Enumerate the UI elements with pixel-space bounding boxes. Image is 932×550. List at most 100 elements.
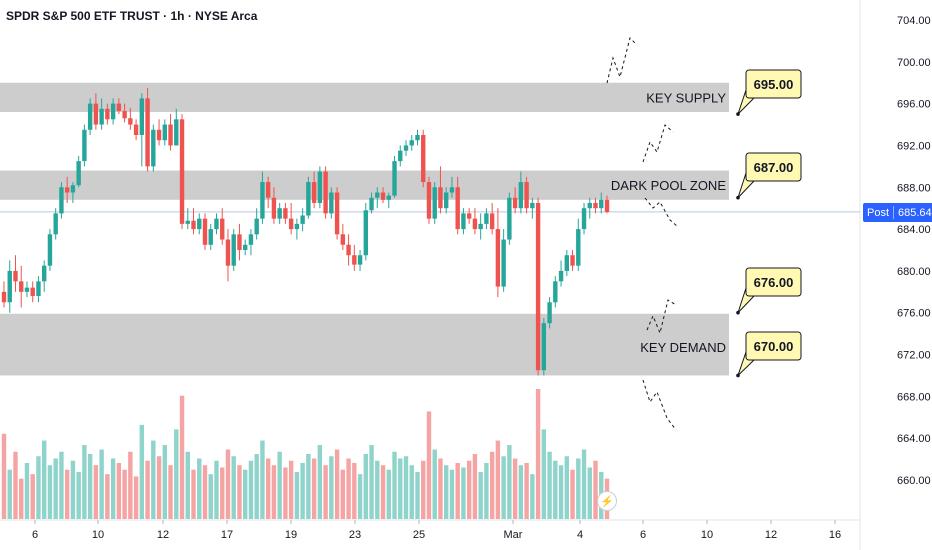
zone-label-1: DARK POOL ZONE [611,178,726,193]
volume-bar [426,411,432,519]
candle [530,202,535,209]
candle [220,218,225,240]
candle [42,265,47,282]
zone-2 [0,313,729,376]
callout-anchor [736,195,740,200]
candle [76,161,81,186]
x-tick-label: 17 [221,529,233,541]
x-tick-label: 10 [701,529,713,541]
y-tick-label: 696.00 [897,99,931,111]
y-tick-label: 704.00 [897,15,931,27]
volume-bar [507,445,512,519]
candle [168,124,173,146]
candle [30,287,35,296]
candle [432,187,437,219]
volume-bar [116,462,122,519]
volume-bar [70,460,76,519]
candle [524,182,529,209]
lightning-icon[interactable]: ⚡ [597,491,617,511]
candle [311,182,317,203]
candle [421,135,426,183]
volume-bar [340,469,346,519]
candle [110,103,116,120]
volume-bar [1,433,7,519]
volume-bar [202,465,208,519]
volume-bar [139,424,145,519]
volume-bar [558,465,564,519]
volume-bar [512,458,518,519]
candle [535,202,541,371]
volume-bar [334,449,340,519]
candle [426,182,432,219]
volume-bar [128,451,133,519]
candle [306,182,311,216]
page-title: SPDR S&P 500 ETF TRUST · 1h · NYSE Arca [6,9,258,23]
candle [518,182,524,209]
candle [593,202,598,209]
candle [87,103,93,130]
callout-box [745,331,802,361]
candle [300,215,305,224]
volume-bar [581,449,587,519]
candle [449,187,455,193]
volume-bar [461,467,466,519]
x-tick-label: 25 [413,529,425,541]
candle [53,213,58,235]
volume-bar [133,476,139,519]
y-tick-label: 688.00 [897,182,931,194]
candle [151,129,156,167]
y-tick-label: 664.00 [897,433,931,445]
volume-bar [82,445,87,519]
candle [403,145,409,151]
volume-bar [110,458,116,519]
callout-box [745,152,802,182]
callout-anchor [736,373,740,378]
volume-bar [87,454,93,519]
candle [47,234,53,266]
volume-bar [185,451,190,519]
volume-bar [294,471,300,519]
candle [13,270,18,282]
candle [122,110,127,119]
candle [466,213,472,219]
supply-projection [606,37,638,84]
volume-bar [300,462,305,519]
candle [346,244,351,256]
candle [225,239,231,266]
candle [415,135,420,141]
x-tick-label: 12 [157,529,169,541]
darkpool-projection [642,124,674,163]
volume-bar [53,458,58,519]
volume-bar [489,451,495,519]
volume-bar [168,465,173,519]
volume-bar [47,465,53,519]
candle [352,255,357,265]
candle [472,218,478,230]
volume-bar [518,465,524,519]
volume-bar [444,465,449,519]
candle [461,213,466,230]
x-tick-label: 4 [577,529,583,541]
candle [139,98,145,135]
volume-bar [93,465,99,519]
x-tick-label: 6 [640,529,646,541]
volume-bar [59,451,64,519]
candle [271,197,277,219]
candle [512,197,518,209]
x-tick-label: 19 [285,529,297,541]
volume-bar [369,445,374,519]
candle [260,182,265,219]
candle [1,291,7,303]
candle [357,255,363,265]
candle [7,270,12,303]
candle [145,98,150,167]
candle [128,118,133,125]
callout-anchor [736,112,740,116]
candle [70,185,76,193]
volume-bar [484,462,489,519]
darkpool-down-projection [644,197,678,227]
volume-bar [162,445,167,519]
candle [340,234,346,245]
volume-bar [380,465,386,519]
volume-bar [392,451,397,519]
